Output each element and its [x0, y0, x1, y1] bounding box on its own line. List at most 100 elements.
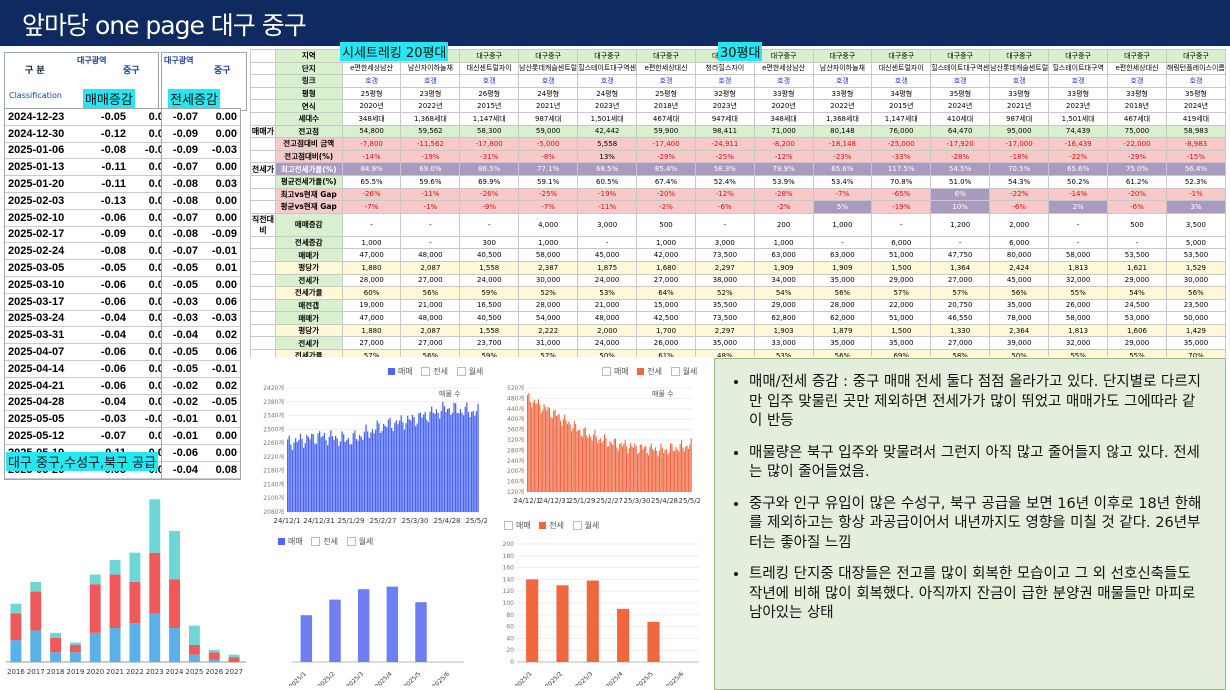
- legend-monthly: 월세: [468, 367, 484, 376]
- weekly-j-jung: 0.00: [201, 192, 240, 210]
- listing-bar: [643, 447, 645, 492]
- tracking-cell[interactable]: 호갱: [341, 74, 402, 88]
- tracking-row: 단지e편한세상남산남산자이하늘채대신센트럴자이남산롯데캐슬센트럴스카이힐스테이트…: [250, 61, 1226, 76]
- listing-bar: [597, 443, 599, 492]
- tracking-row: 평형 25평형 23평형 26평형 24평형 24평형 25평형 32평형 33평형 33평형 34…: [250, 86, 1226, 101]
- tracking-cell: 대신센트럴자이: [871, 61, 932, 76]
- tracking-cell: -19%: [400, 149, 461, 164]
- tracking-group: [250, 298, 276, 313]
- listing-bar: [472, 411, 474, 512]
- supply-bar: [50, 652, 62, 662]
- weekly-row: 2025-02-10 -0.06 0.00: [5, 209, 173, 227]
- tracking-cell[interactable]: 호갱: [1107, 74, 1167, 88]
- listing-bar: [682, 447, 684, 492]
- listing-bar: [663, 453, 665, 492]
- listing-bar: [443, 406, 446, 512]
- weekly-s-metro: -0.06: [85, 209, 129, 227]
- tracking-cell: 21,000: [577, 298, 638, 313]
- weekly-row-jeonse: -0.01 0.01: [162, 410, 240, 429]
- tracking-cell: 남산자이하늘채: [400, 61, 461, 76]
- x-tick-label: 2025/2: [317, 670, 337, 686]
- listing-bar: [670, 443, 672, 492]
- tracking-cell: e편한세상대신: [1107, 61, 1167, 76]
- tracking-cell: 29,000: [1107, 336, 1167, 351]
- tracking-cell[interactable]: 호갱: [518, 74, 579, 88]
- tracking-cell[interactable]: 호갱: [930, 74, 991, 88]
- weekly-j-jung: 0.00: [201, 444, 240, 462]
- tracking-cell: 419세대: [1165, 111, 1226, 126]
- tracking-cell: 53.4%: [812, 174, 873, 189]
- weekly-j-metro: -0.06: [162, 444, 201, 462]
- tracking-row-label: 전세가율: [274, 286, 343, 300]
- listing-bar: [679, 443, 681, 492]
- weekly-j-jung: 0.06: [201, 293, 240, 311]
- weekly-j-jung: 0.02: [201, 326, 240, 345]
- tracking-cell[interactable]: 호갱: [1048, 74, 1109, 88]
- tracking-cell[interactable]: 호갱: [694, 74, 755, 88]
- listing-bar: [419, 412, 422, 512]
- listing-bar: [467, 411, 470, 512]
- deal-bar: [526, 579, 539, 662]
- weekly-j-metro: -0.03: [162, 293, 201, 311]
- listing-bar: [582, 436, 584, 492]
- listing-bar: [416, 423, 418, 512]
- listing-bar: [392, 431, 394, 512]
- listing-bar: [464, 406, 466, 512]
- tracking-cell[interactable]: 호갱: [636, 74, 696, 88]
- tracking-cell: 1,500: [871, 323, 932, 338]
- tracking-cell: 70%: [1165, 349, 1226, 357]
- tracking-cell[interactable]: 호갱: [577, 74, 638, 88]
- tracking-table-wrap: 지역 대구중구 대구중구 대구중구 대구중구 대구중구 대구중구 대구중구 대구중구 대구중구 대구…: [250, 49, 1226, 357]
- tracking-cell: 35,000: [989, 298, 1050, 313]
- tracking-cell: -14%: [1048, 187, 1109, 202]
- listing-bar: [288, 435, 290, 512]
- tracking-cell: -25%: [518, 187, 579, 202]
- listing-bar: [371, 429, 374, 512]
- tracking-cell[interactable]: 호갱: [1165, 74, 1226, 88]
- daegu-metro-label: 대구광역: [77, 56, 107, 65]
- listing-bar: [429, 411, 431, 512]
- listing-bar: [590, 436, 592, 492]
- tracking-cell[interactable]: 호갱: [459, 74, 520, 88]
- listing-bar: [400, 415, 402, 512]
- tracking-cell: 2,387: [518, 260, 579, 275]
- supply-bar: [10, 640, 22, 662]
- tracking-cell[interactable]: 호갱: [989, 74, 1050, 88]
- legend-jeonse-4: 전세: [549, 521, 565, 530]
- tracking-cell[interactable]: 호갱: [871, 74, 932, 88]
- listing-count-label: 매물 수: [652, 390, 674, 398]
- listing-bar: [551, 418, 553, 492]
- tracking-cell: 34,000: [753, 273, 814, 288]
- tracking-cell: -17,800: [459, 137, 520, 151]
- junggu-label-2: 중구: [214, 66, 231, 76]
- tracking-cell[interactable]: 호갱: [812, 74, 873, 88]
- tracking-cell: 2015년: [459, 99, 520, 113]
- weekly-date: 2025-04-28: [5, 394, 85, 412]
- tracking-group: [250, 323, 276, 338]
- tracking-cell: 1,680: [636, 260, 696, 275]
- tracking-cell: 39,000: [989, 336, 1050, 351]
- tracking-cell: -8%: [518, 149, 579, 164]
- supply-bar: [10, 603, 22, 614]
- tracking-cell: -7%: [812, 187, 873, 202]
- tracking-cell: 56%: [400, 286, 461, 300]
- listing-bar: [389, 417, 391, 512]
- listing-bar: [347, 437, 350, 512]
- tracking-cell: -28%: [930, 149, 991, 164]
- weekly-j-metro: -0.09: [162, 125, 201, 143]
- listing-bar: [667, 454, 669, 492]
- listing-bar: [395, 420, 398, 512]
- listing-bar: [335, 435, 337, 512]
- tracking-cell: 987세대: [989, 111, 1050, 126]
- listing-bar: [299, 433, 302, 512]
- tracking-cell: -16,439: [1048, 137, 1109, 151]
- listing-bar: [608, 446, 610, 492]
- tracking-cell: 467세대: [636, 111, 696, 126]
- tracking-cell[interactable]: 호갱: [753, 74, 814, 88]
- listing-bar: [575, 424, 577, 492]
- tracking-cell: 30,000: [518, 273, 579, 288]
- tracking-cell[interactable]: 호갱: [400, 74, 461, 88]
- tracking-cell: 2,087: [400, 260, 461, 275]
- listing-bar: [320, 437, 322, 512]
- tracking-cell: 19,000: [341, 298, 402, 313]
